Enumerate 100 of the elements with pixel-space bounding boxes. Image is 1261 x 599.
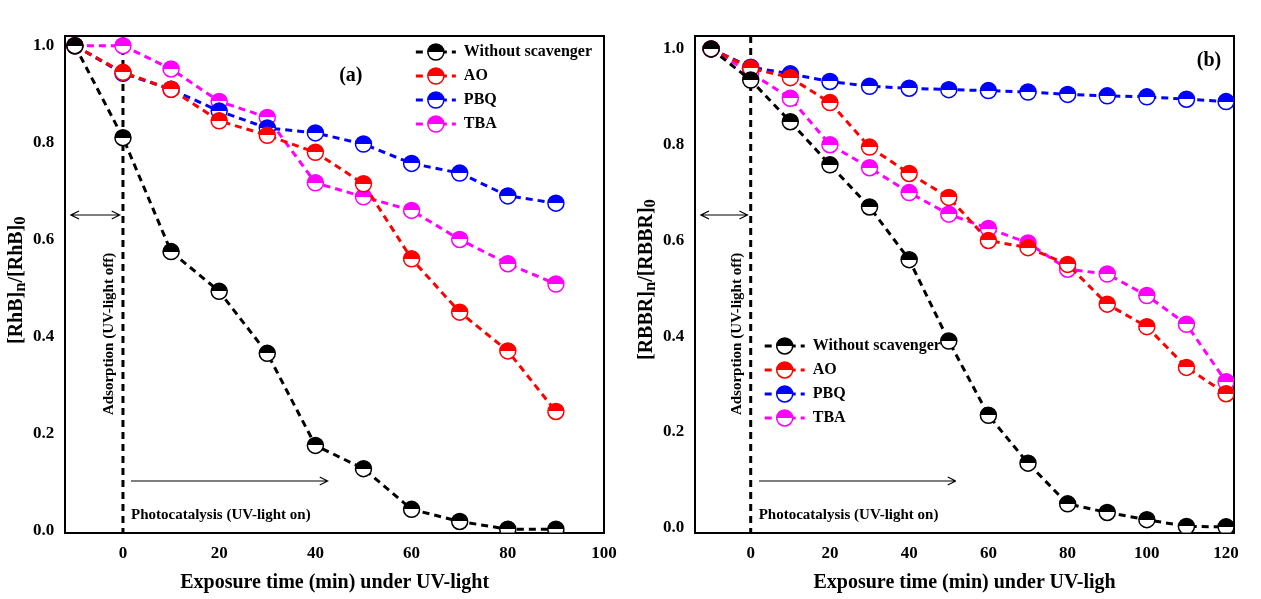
point [402,500,421,519]
point [1177,517,1196,533]
point [1098,87,1116,105]
point [900,164,918,183]
x-axis-title: Exposure time (min) under UV-light [180,570,490,594]
point [162,242,180,261]
point [1019,454,1037,472]
point [821,135,839,154]
point [450,230,469,249]
point [940,80,958,99]
point [1058,85,1077,104]
x-tick-label: 0 [746,543,755,563]
point [900,183,918,202]
point [547,402,565,421]
y-tick-label: 0.0 [33,519,55,539]
point [1138,510,1156,529]
point [860,77,879,96]
point [258,126,277,145]
legend-label: Without scavenger [463,42,592,61]
x-tick-label: 100 [591,543,617,563]
legend-label: TBA [812,408,847,426]
point [940,332,958,350]
y-tick-label: 0.8 [663,134,685,154]
annotation: Adsorption (UV-light off) [99,252,117,416]
point [1098,503,1116,522]
point [306,174,325,192]
legend-label: TBA [463,114,498,132]
point [1217,518,1234,533]
point [979,81,998,100]
x-tick-label: 20 [821,543,839,563]
point [1058,255,1077,274]
y-tick-label: 0.6 [663,229,685,249]
point [860,138,879,156]
y-tick-label: 0.8 [33,131,55,151]
y-tick-label: 1.0 [663,38,685,58]
y-tick-label: 0.2 [663,421,685,441]
point [450,303,469,321]
point [781,112,800,131]
point [499,187,517,205]
legend-label: PBQ [812,384,846,402]
point [258,344,277,363]
point [1019,238,1037,257]
annotation: Photocatalysis (UV-light on) [130,505,311,523]
y-tick-label: 1.0 [33,35,55,55]
x-tick-label: 80 [1059,543,1077,563]
point [306,436,325,455]
point [821,72,839,91]
x-tick-label: 80 [499,543,517,563]
point [1098,265,1116,283]
point [1138,317,1156,336]
x-tick-label: 120 [1213,543,1239,563]
point [1177,90,1196,108]
point [499,342,517,360]
point [547,275,565,293]
point [821,93,839,112]
x-tick-label: 20 [210,543,228,563]
point [781,68,800,87]
point [162,60,180,78]
point [741,71,760,89]
point [860,158,879,177]
point [821,156,839,174]
point [114,128,132,147]
point [1138,286,1156,305]
point [210,112,228,130]
point [900,250,918,269]
point [1019,83,1037,101]
point [1217,92,1234,111]
legend-label: PBQ [463,90,497,108]
point [354,175,373,193]
point [900,79,918,97]
legend-label: AO [463,66,488,84]
point [1138,88,1156,106]
y-tick-label: 0.6 [33,228,55,248]
point [450,512,469,531]
point [979,406,998,425]
point [450,164,469,182]
x-tick-label: 100 [1134,543,1160,563]
point [499,254,517,273]
legend-label: Without scavenger [812,336,941,355]
x-tick-label: 0 [118,543,128,563]
y-tick-label: 0.4 [33,325,55,345]
annotation: Photocatalysis (UV-light on) [758,505,939,523]
y-tick-label: 0.2 [33,422,55,442]
point [940,205,958,223]
point [354,135,373,153]
x-axis-title: Exposure time (min) under UV-ligh [813,570,1116,594]
annotation: (a) [339,62,363,86]
point [354,459,373,478]
point [306,143,325,162]
point [114,36,132,55]
x-tick-label: 60 [979,543,997,563]
point [860,198,879,216]
point [1098,295,1116,313]
point [781,89,800,108]
point [402,201,421,220]
point [210,282,228,301]
point [940,188,958,207]
y-tick-label: 0.4 [663,325,685,345]
y-tick-label: 0.0 [663,517,685,537]
x-tick-label: 60 [403,543,421,563]
